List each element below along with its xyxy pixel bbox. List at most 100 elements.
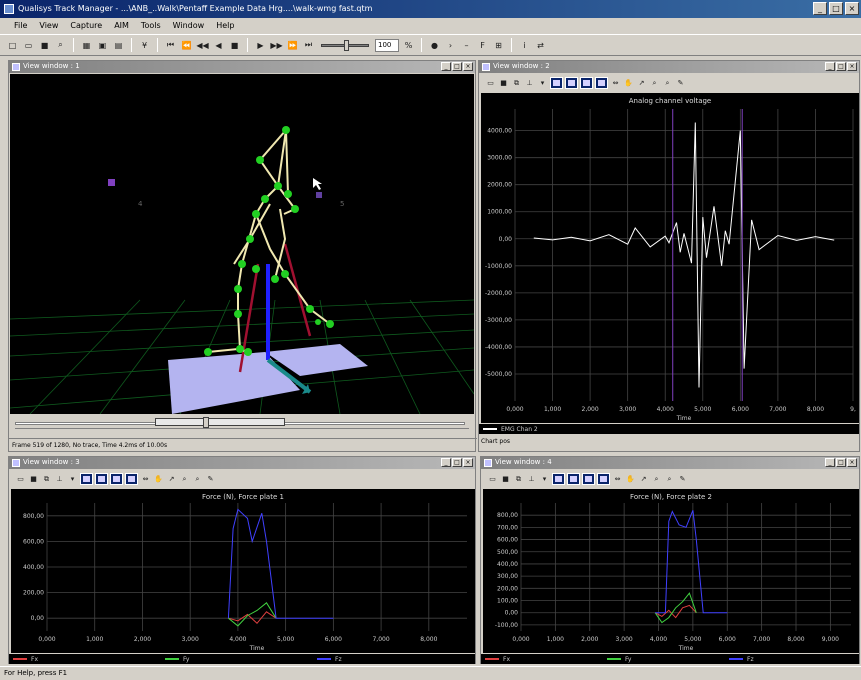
- save-icon[interactable]: ■: [502, 475, 509, 483]
- info-icon[interactable]: i: [523, 40, 526, 50]
- save-icon[interactable]: ■: [30, 475, 37, 483]
- link-icon[interactable]: ⇔: [614, 475, 621, 483]
- layout-2-icon[interactable]: [567, 473, 580, 485]
- layout-4-icon[interactable]: [595, 77, 608, 89]
- menu-file[interactable]: File: [14, 21, 28, 30]
- zoom-icon[interactable]: ⌕: [654, 474, 659, 483]
- open-folder-icon[interactable]: ▭: [487, 79, 494, 87]
- timeline-range[interactable]: [155, 418, 285, 426]
- open-folder-icon[interactable]: ▭: [17, 475, 24, 483]
- new-file-icon[interactable]: □: [8, 40, 17, 50]
- force-plate-2-chart[interactable]: Force (N), Force plate 2 0,000 1,000 2,000 3…: [483, 489, 859, 653]
- step-forward-icon[interactable]: ▶▶: [270, 40, 283, 50]
- open-folder-icon[interactable]: ▭: [489, 475, 496, 483]
- force-plate-1-chart[interactable]: Force (N), Force plate 1 0,000 1,000 2,000 3…: [11, 489, 475, 653]
- export-icon[interactable]: ↗: [168, 475, 175, 483]
- zoom-field[interactable]: 100: [375, 38, 399, 52]
- layout-3-icon[interactable]: [582, 473, 595, 485]
- view-icon[interactable]: ▦: [82, 40, 91, 50]
- open-folder-icon[interactable]: ▭: [24, 40, 33, 50]
- zoom-out-icon[interactable]: ⌕: [195, 474, 200, 483]
- copy-icon[interactable]: ⧉: [516, 474, 521, 483]
- zoom-out-icon[interactable]: ⌕: [665, 78, 670, 87]
- menu-tools[interactable]: Tools: [140, 21, 161, 30]
- zoom-icon[interactable]: ⌕: [182, 474, 187, 483]
- step-back-icon[interactable]: ◀◀: [196, 40, 209, 50]
- fast-forward-icon[interactable]: ⏩: [287, 40, 298, 50]
- go-first-icon[interactable]: ⏮: [166, 40, 175, 49]
- panel-close-icon[interactable]: ×: [463, 458, 473, 467]
- pan-icon[interactable]: ✋: [624, 79, 633, 87]
- panel-minimize-icon[interactable]: _: [825, 458, 835, 467]
- record-icon[interactable]: ●: [431, 40, 438, 50]
- layout-1-icon[interactable]: [552, 473, 565, 485]
- axis-icon[interactable]: ⊥: [526, 79, 533, 87]
- camera-icon[interactable]: ▣: [98, 40, 107, 50]
- layout-1-icon[interactable]: [80, 473, 93, 485]
- plot-style-icon[interactable]: ▾: [70, 475, 75, 483]
- panel-maximize-icon[interactable]: □: [452, 62, 462, 71]
- dash-icon[interactable]: –: [464, 40, 469, 50]
- pan-icon[interactable]: ✋: [154, 475, 163, 483]
- plot-style-icon[interactable]: ▾: [540, 79, 545, 87]
- plot-style-icon[interactable]: ▾: [542, 475, 547, 483]
- 3d-view[interactable]: 4 5: [10, 74, 474, 414]
- maximize-icon[interactable]: □: [829, 2, 843, 15]
- panel-minimize-icon[interactable]: _: [825, 62, 835, 71]
- rewind-icon[interactable]: ⏪: [181, 40, 192, 50]
- filter-icon[interactable]: F: [480, 40, 485, 50]
- settings-icon[interactable]: ⊞: [495, 40, 502, 50]
- minimize-icon[interactable]: _: [813, 2, 827, 15]
- analog-chart[interactable]: Analog channel voltage 0,000 1,000 2,000 3,0…: [481, 93, 859, 423]
- panel-minimize-icon[interactable]: _: [441, 62, 451, 71]
- export-icon[interactable]: ↗: [640, 475, 647, 483]
- go-last-icon[interactable]: ⏭: [304, 40, 313, 49]
- pin-icon[interactable]: ✎: [207, 475, 214, 483]
- pin-icon[interactable]: ✎: [679, 475, 686, 483]
- link-icon[interactable]: ⇔: [142, 475, 149, 483]
- layout-3-icon[interactable]: [580, 77, 593, 89]
- zoom-out-icon[interactable]: ⌕: [667, 474, 672, 483]
- playback-speed-slider[interactable]: [321, 39, 369, 51]
- pan-icon[interactable]: ✋: [626, 475, 635, 483]
- axis-icon[interactable]: ⊥: [528, 475, 535, 483]
- copy-icon[interactable]: ⧉: [514, 78, 519, 87]
- grid-icon[interactable]: ▤: [114, 40, 123, 50]
- save-icon[interactable]: ■: [500, 79, 507, 87]
- panel-minimize-icon[interactable]: _: [441, 458, 451, 467]
- save-icon[interactable]: ■: [40, 40, 49, 50]
- export-icon[interactable]: ↗: [638, 79, 645, 87]
- layout-4-icon[interactable]: [125, 473, 138, 485]
- stop-icon[interactable]: ■: [230, 40, 239, 50]
- arrow-right-icon[interactable]: ›: [448, 40, 453, 50]
- link-icon[interactable]: ⇔: [612, 79, 619, 87]
- panel-maximize-icon[interactable]: □: [452, 458, 462, 467]
- layout-1-icon[interactable]: [550, 77, 563, 89]
- close-icon[interactable]: ×: [845, 2, 859, 15]
- panel-close-icon[interactable]: ×: [463, 62, 473, 71]
- menu-help[interactable]: Help: [216, 21, 235, 30]
- axis-icon[interactable]: ⊥: [56, 475, 63, 483]
- layout-3-icon[interactable]: [110, 473, 123, 485]
- link-icon[interactable]: ⇄: [537, 40, 544, 50]
- timeline[interactable]: [15, 417, 469, 429]
- play-back-icon[interactable]: ◀: [215, 40, 222, 50]
- pin-icon[interactable]: ✎: [677, 79, 684, 87]
- layout-2-icon[interactable]: [565, 77, 578, 89]
- menu-window[interactable]: Window: [172, 21, 205, 30]
- panel-close-icon[interactable]: ×: [847, 458, 857, 467]
- layout-2-icon[interactable]: [95, 473, 108, 485]
- play-icon[interactable]: ▶: [257, 40, 264, 50]
- panel-maximize-icon[interactable]: □: [836, 62, 846, 71]
- menu-aim[interactable]: AIM: [114, 21, 129, 30]
- menu-capture[interactable]: Capture: [70, 21, 103, 30]
- timeline-thumb[interactable]: [203, 417, 209, 428]
- menu-view[interactable]: View: [39, 21, 59, 30]
- copy-icon[interactable]: ⧉: [44, 474, 49, 483]
- layout-4-icon[interactable]: [597, 473, 610, 485]
- panel-close-icon[interactable]: ×: [847, 62, 857, 71]
- panel-maximize-icon[interactable]: □: [836, 458, 846, 467]
- trajectory-icon[interactable]: ¥: [141, 40, 148, 50]
- search-icon[interactable]: ⌕: [58, 40, 63, 49]
- zoom-icon[interactable]: ⌕: [652, 78, 657, 87]
